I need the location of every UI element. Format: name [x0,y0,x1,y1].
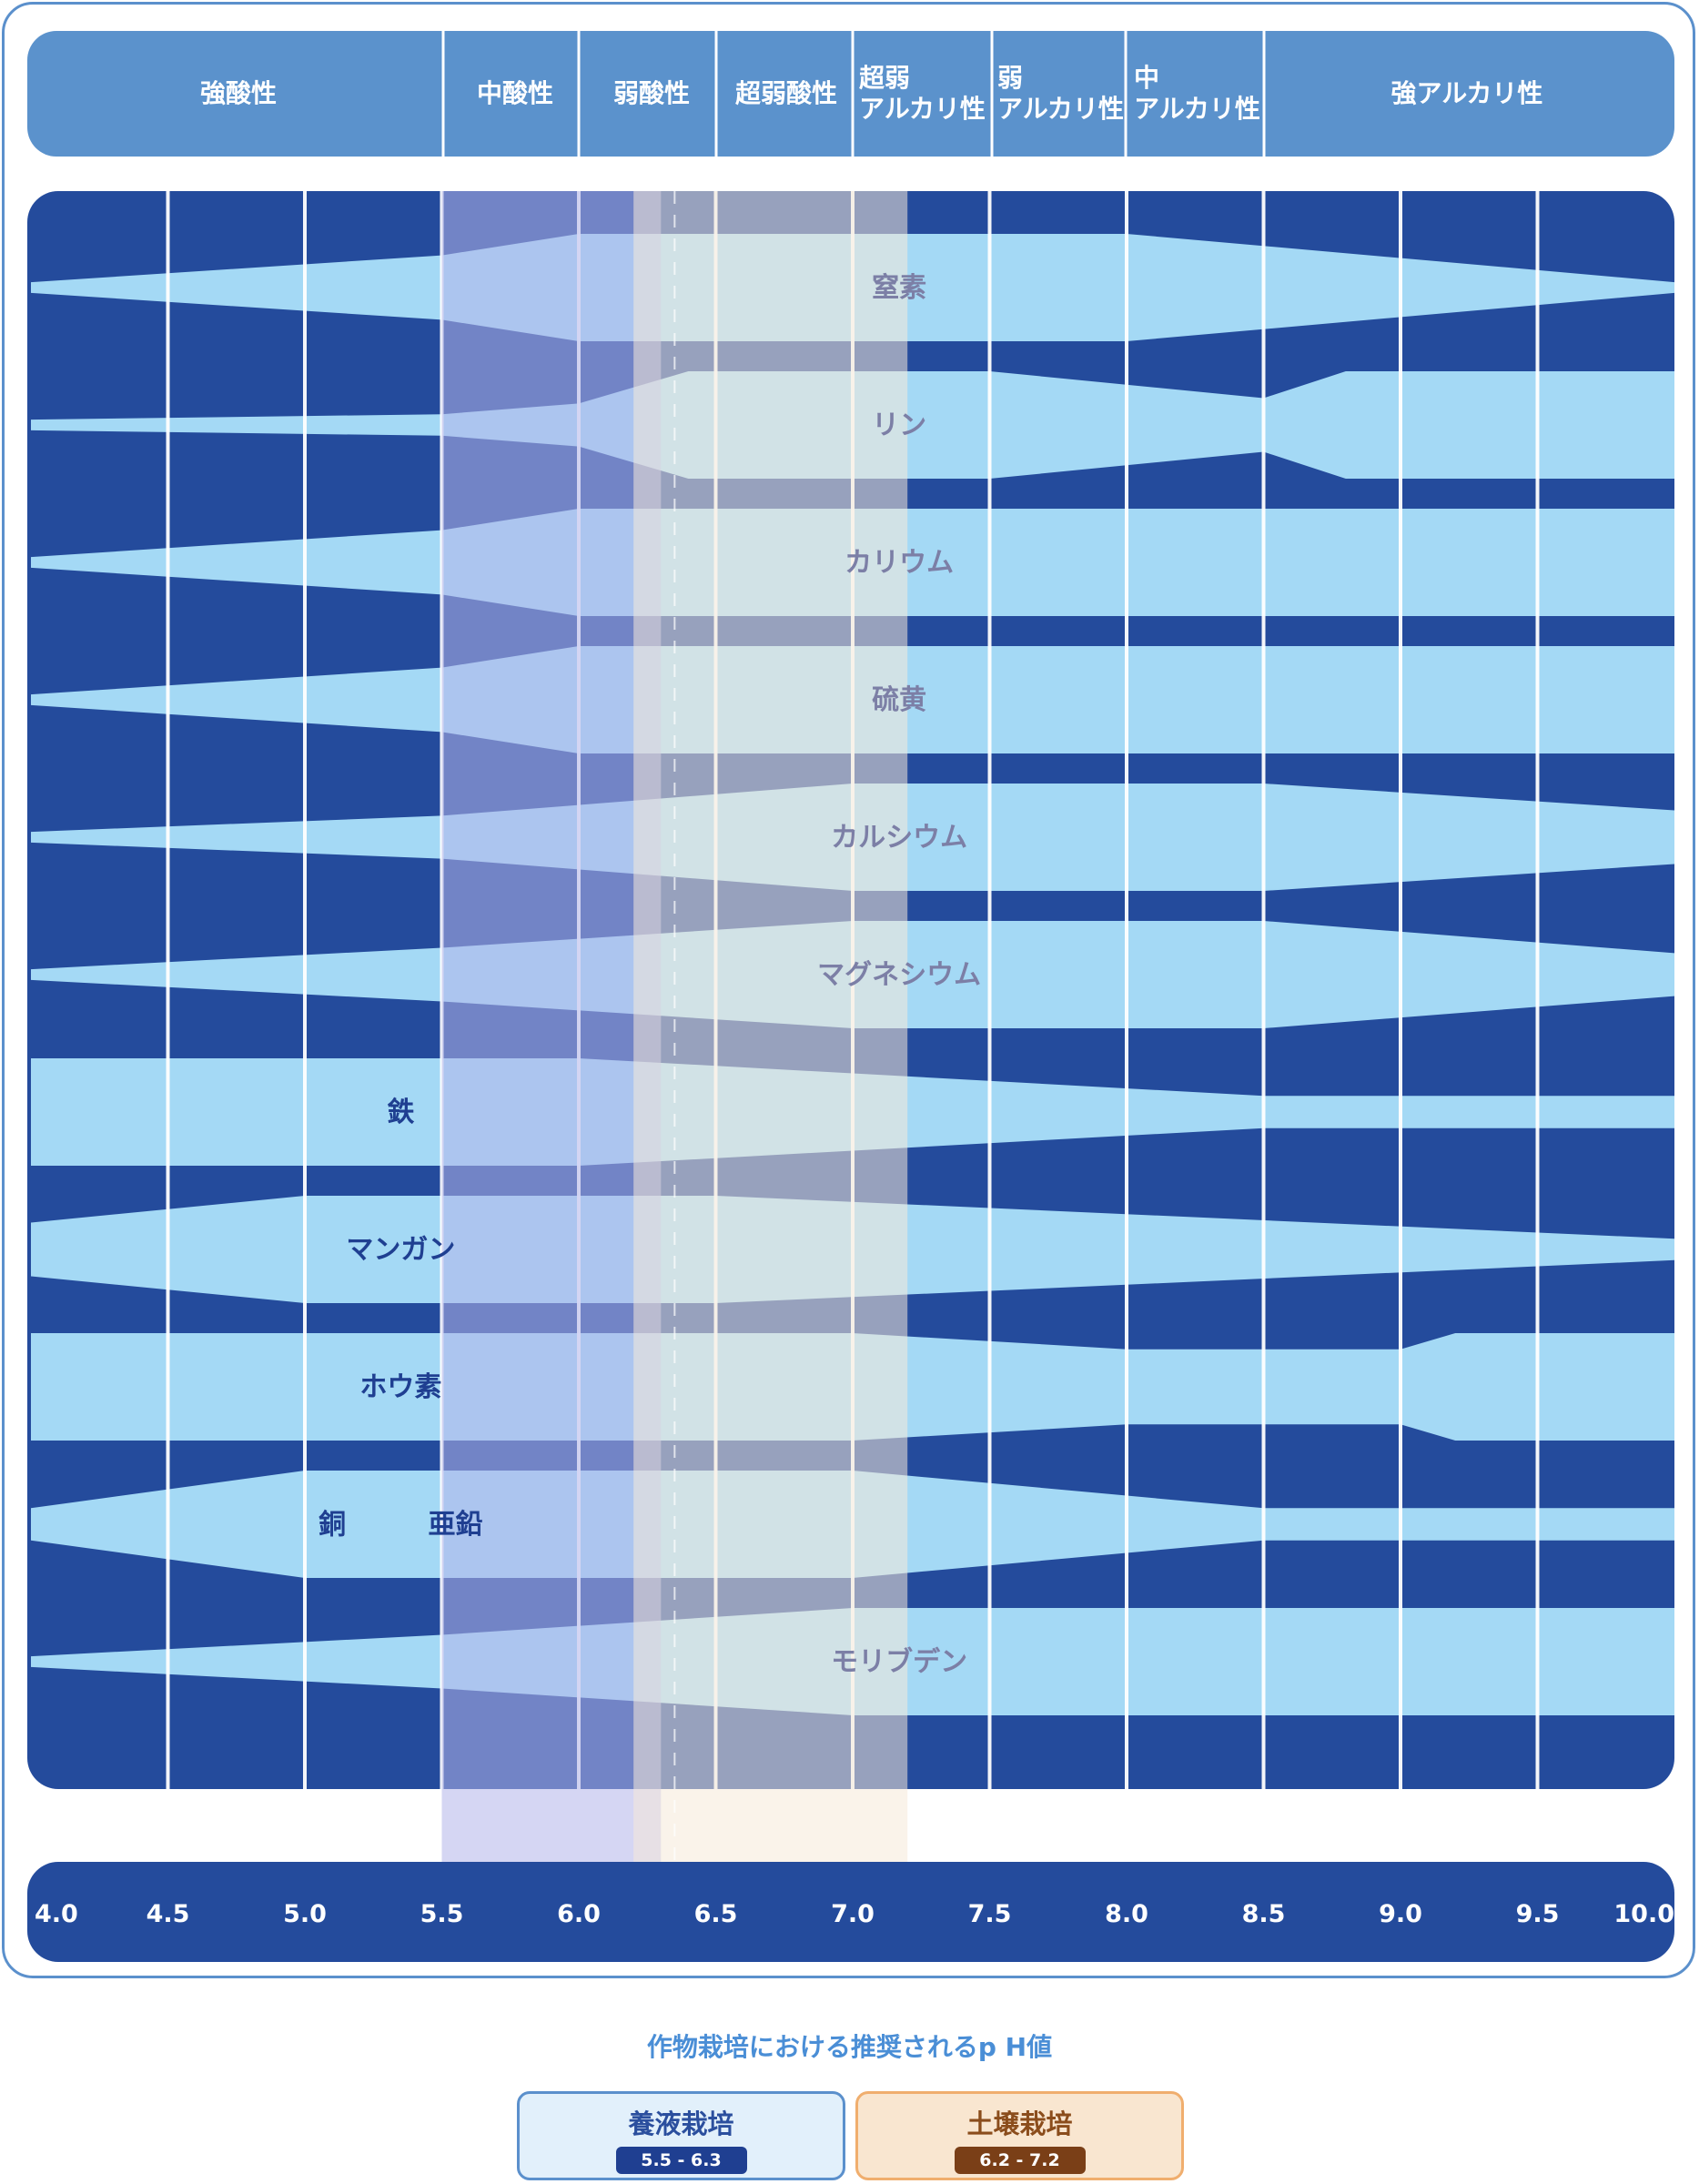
header-label-strong-acid: 強酸性 [200,78,277,108]
nutrient-label-マグネシウム: マグネシウム [817,959,981,991]
legend-soil-title: 土壌栽培 [966,2108,1073,2139]
x-tick-9.5: 9.5 [1516,1900,1560,1928]
x-tick-6.0: 6.0 [557,1900,601,1928]
legend-hydroponic-range: 5.5 - 6.3 [615,2147,747,2174]
header-label-very-weak-acid: 超弱酸性 [735,78,837,108]
header-label-weak-acid: 弱酸性 [613,78,690,108]
x-tick-7.0: 7.0 [831,1900,875,1928]
nutrient-label-カリウム: カリウム [844,547,954,579]
x-tick-9.0: 9.0 [1379,1900,1422,1928]
x-tick-4.5: 4.5 [147,1900,190,1928]
x-tick-6.5: 6.5 [694,1900,738,1928]
overlay-hydroponic [441,191,662,1862]
nutrient-label-銅: 銅 [319,1509,346,1541]
nutrient-label-硫黄: 硫黄 [872,684,926,716]
nutrient-label-ホウ素: ホウ素 [359,1371,441,1403]
x-tick-7.5: 7.5 [968,1900,1012,1928]
x-tick-8.0: 8.0 [1105,1900,1148,1928]
x-tick-10.0: 10.0 [1613,1900,1674,1928]
header-label-strong-alkali: 強アルカリ性 [1391,78,1543,108]
header-label-very-weak-alkali: 超弱アルカリ性 [859,63,986,124]
x-axis-ticks: 4.0 4.5 5.0 5.5 6.0 6.5 7.0 7.5 8.0 8.5 9.0 9.5 10.0 [35,1900,1674,1928]
x-tick-8.5: 8.5 [1242,1900,1286,1928]
x-axis-bar [27,1862,1674,1962]
legend-soil: 土壌栽培 6.2 - 7.2 [855,2091,1184,2180]
nutrient-label-マンガン: マンガン [346,1234,455,1266]
legend-hydroponic: 養液栽培 5.5 - 6.3 [517,2091,845,2180]
x-tick-4.0: 4.0 [35,1900,78,1928]
header-label-mid-alkali: 中アルカリ性 [1134,63,1260,124]
nutrient-label-モリブデン: モリブデン [831,1646,967,1678]
nutrient-label-カルシウム: カルシウム [831,822,967,854]
nutrient-label-鉄: 鉄 [387,1097,414,1128]
nutrient-label-リン: リン [872,410,926,441]
header-label-weak-alkali: 弱アルカリ性 [997,63,1124,124]
caption: 作物栽培における推奨されるp H値 [646,2032,1053,2062]
header-label-mid-acid: 中酸性 [477,78,553,108]
x-tick-5.5: 5.5 [420,1900,464,1928]
recommended-overlays [441,191,908,1862]
legend-hydroponic-title: 養液栽培 [628,2108,734,2139]
nutrient-label-亜鉛: 亜鉛 [429,1509,483,1541]
x-tick-5.0: 5.0 [283,1900,327,1928]
overlay-soil [633,191,908,1862]
legend-soil-range: 6.2 - 7.2 [954,2147,1086,2174]
nutrient-label-窒素: 窒素 [872,272,926,304]
